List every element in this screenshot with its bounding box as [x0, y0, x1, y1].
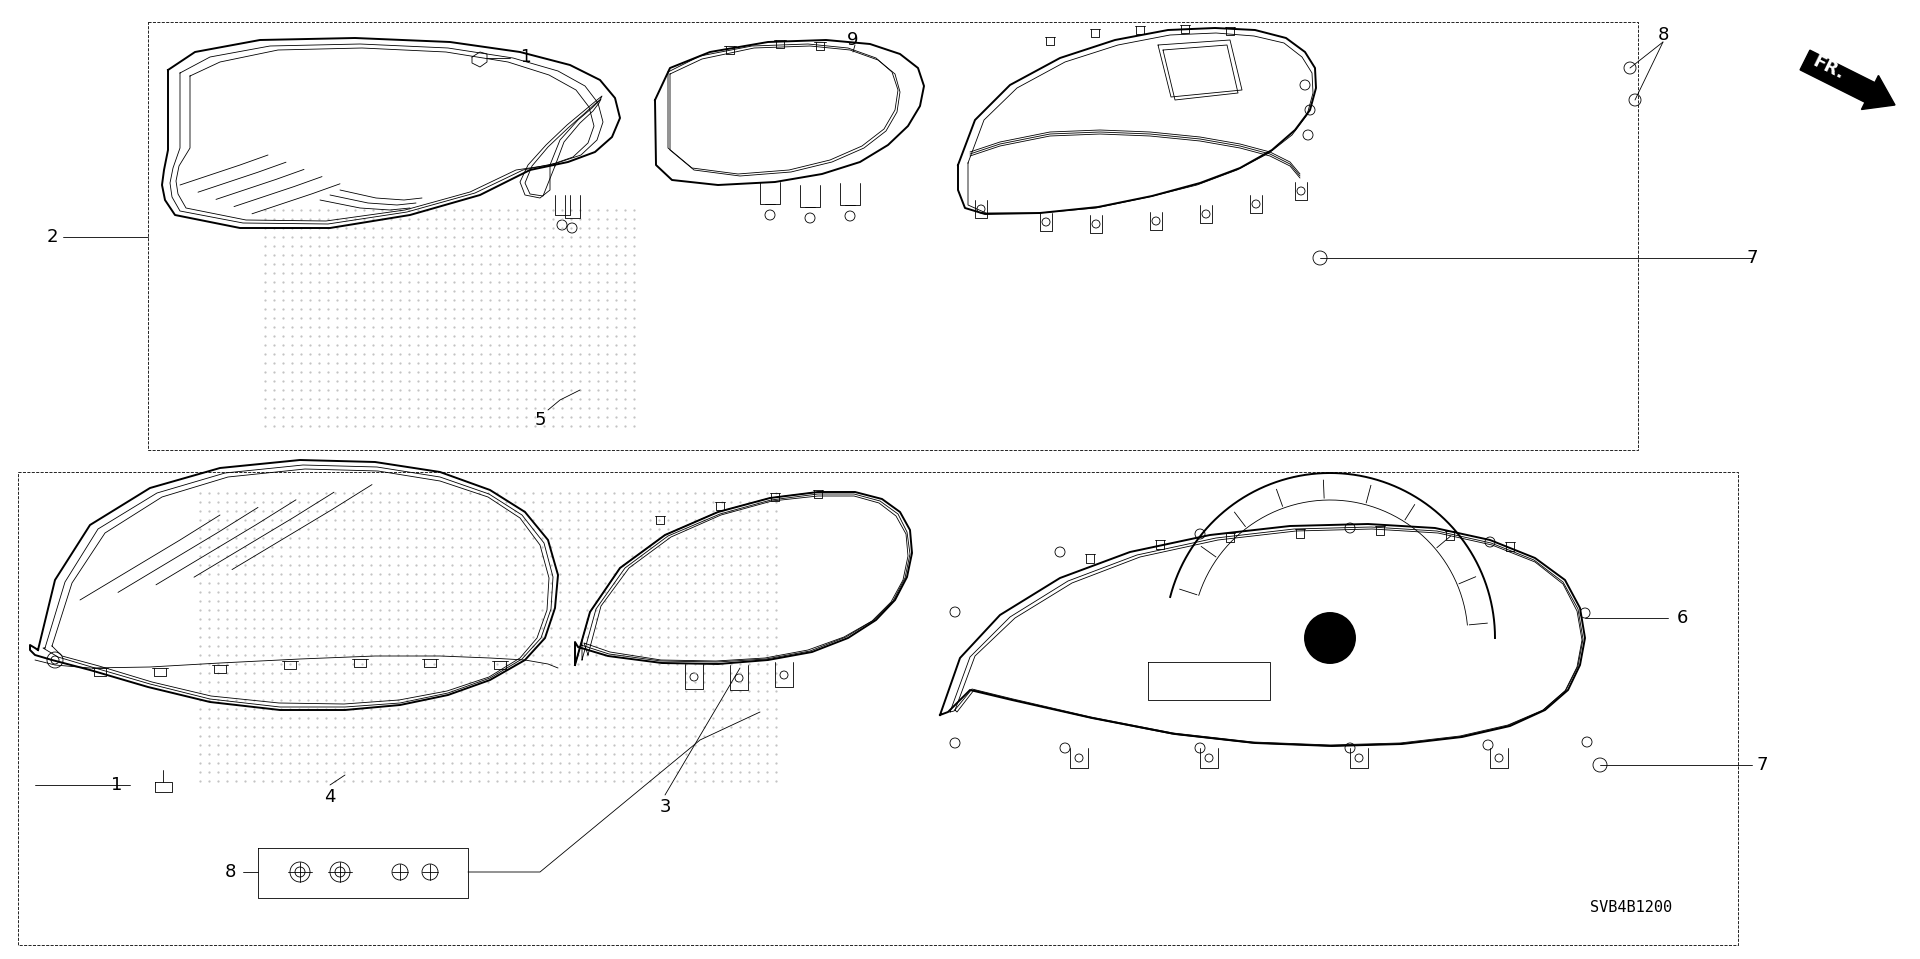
- Circle shape: [1306, 613, 1356, 663]
- Text: 1: 1: [520, 48, 530, 66]
- Text: FR.: FR.: [1811, 53, 1847, 83]
- Text: 7: 7: [1747, 249, 1757, 267]
- Text: 4: 4: [324, 788, 336, 806]
- Text: 8: 8: [1657, 26, 1668, 44]
- Text: 5: 5: [534, 411, 545, 429]
- Text: 6: 6: [1676, 609, 1688, 627]
- Text: 3: 3: [659, 798, 670, 816]
- Text: 7: 7: [1757, 756, 1768, 774]
- Circle shape: [1315, 624, 1344, 652]
- FancyArrow shape: [1801, 50, 1895, 109]
- Text: SVB4B1200: SVB4B1200: [1590, 901, 1672, 916]
- Text: 9: 9: [847, 31, 858, 49]
- Text: 8: 8: [225, 863, 236, 881]
- Text: 2: 2: [46, 228, 58, 246]
- Text: 1: 1: [111, 776, 123, 794]
